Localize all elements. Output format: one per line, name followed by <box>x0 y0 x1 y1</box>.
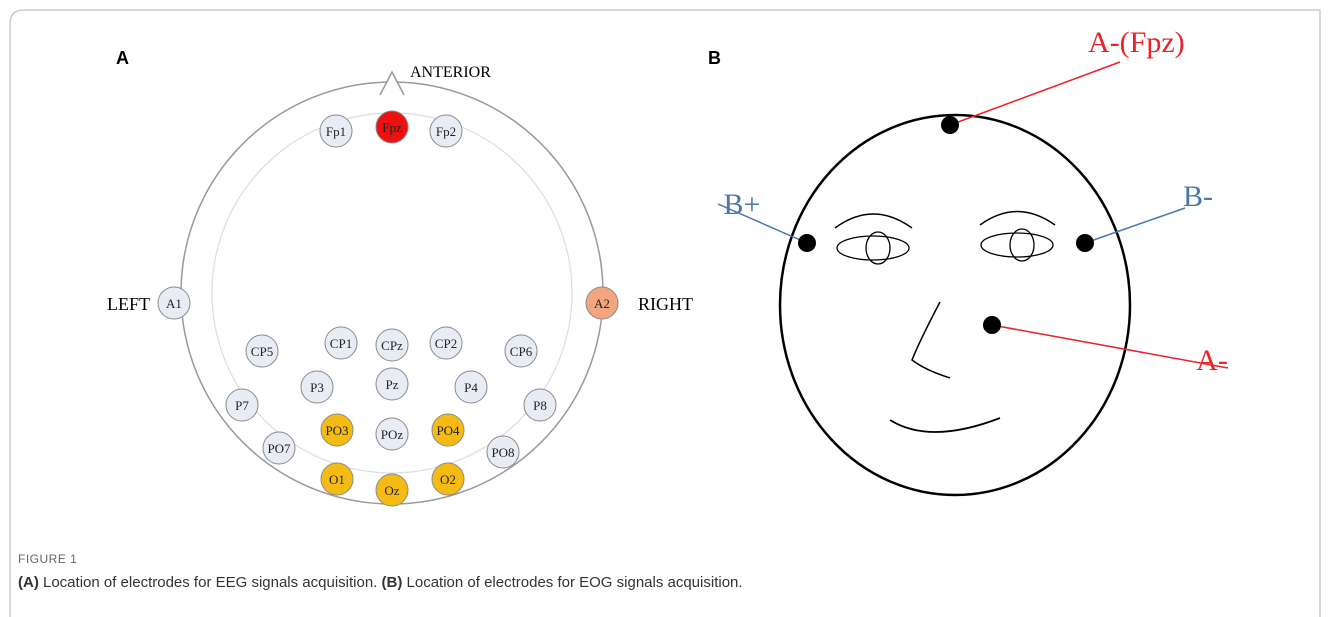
electrode <box>319 114 353 148</box>
electrode-label: PO7 <box>267 441 291 456</box>
caption: (A) Location of electrodes for EEG signa… <box>18 574 743 591</box>
electrode <box>523 388 557 422</box>
electrode <box>245 334 279 368</box>
electrode <box>798 234 816 252</box>
electrode-label: Fpz <box>382 120 402 135</box>
electrode-label: P7 <box>235 398 249 413</box>
face-outline <box>778 113 1132 497</box>
electrode <box>324 326 358 360</box>
electrode-label: CP2 <box>435 336 457 351</box>
electrode <box>262 431 296 465</box>
electrode <box>375 473 409 507</box>
electrode-label: PO4 <box>436 423 460 438</box>
electrode <box>375 328 409 362</box>
figure-label: FIGURE 1 <box>18 552 78 566</box>
pupil <box>1009 228 1035 262</box>
electrode <box>454 370 488 404</box>
electrode-label: A1 <box>166 296 182 311</box>
electrode <box>431 413 465 447</box>
lead-line <box>991 324 1229 369</box>
frame <box>9 9 1321 617</box>
panel-tag: A <box>116 48 129 68</box>
electrode-label: P4 <box>464 380 478 395</box>
mouth <box>889 417 1001 433</box>
eye <box>836 235 910 261</box>
electrode <box>320 462 354 496</box>
electrode-label: B+ <box>724 188 761 221</box>
electrode-label: CP5 <box>251 344 273 359</box>
electrode <box>431 462 465 496</box>
electrode-label: PO3 <box>325 423 348 438</box>
caption-text: Location of electrodes for EEG signals a… <box>43 574 378 591</box>
caption-tag: (A) <box>18 574 39 591</box>
electrode <box>429 326 463 360</box>
nose-marker <box>379 70 405 96</box>
electrode <box>983 316 1001 334</box>
electrode-label: A-(Fpz) <box>1088 26 1185 59</box>
caption-text: Location of electrodes for EOG signals a… <box>406 574 743 591</box>
electrode-label: A2 <box>594 296 610 311</box>
electrode <box>941 116 959 134</box>
eyebrow <box>979 210 1056 226</box>
electrode <box>585 286 619 320</box>
panel-tag: B <box>708 48 721 68</box>
electrode <box>375 367 409 401</box>
electrode-label: O1 <box>329 472 345 487</box>
electrode <box>504 334 538 368</box>
electrode-label: Fp2 <box>436 124 456 139</box>
electrode <box>225 388 259 422</box>
electrode-label: Oz <box>384 483 399 498</box>
electrode-label: Pz <box>386 377 399 392</box>
electrode <box>375 417 409 451</box>
nose <box>911 301 951 379</box>
caption-tag: (B) <box>381 574 403 591</box>
direction-label: RIGHT <box>638 294 693 314</box>
electrode-label: PO8 <box>491 445 514 460</box>
electrode-label: POz <box>381 427 404 442</box>
electrode <box>300 370 334 404</box>
electrode-label: CP1 <box>330 336 352 351</box>
electrode-label: CPz <box>381 338 403 353</box>
electrode-label: P8 <box>533 398 547 413</box>
electrode <box>375 110 409 144</box>
lead-line <box>717 203 808 244</box>
electrode <box>429 114 463 148</box>
direction-label: ANTERIOR <box>410 64 491 81</box>
head-diagram: ANTERIOR LEFT RIGHT Fp1 Fpz Fp2 A1 A2 CP5 CP1 C… <box>107 64 693 507</box>
electrode <box>1076 234 1094 252</box>
lead-line <box>1084 207 1186 244</box>
lead-line <box>949 61 1121 126</box>
electrode-label: Fp1 <box>326 124 346 139</box>
electrode-label: CP6 <box>510 344 533 359</box>
electrode-label: A- <box>1196 344 1228 377</box>
face-diagram: A-(Fpz) B+ B- A- <box>717 26 1229 497</box>
electrode-label: B- <box>1183 180 1213 213</box>
electrode <box>157 286 191 320</box>
direction-label: LEFT <box>107 294 150 314</box>
electrode <box>486 435 520 469</box>
electrode <box>320 413 354 447</box>
electrode-label: P3 <box>310 380 324 395</box>
eyebrow <box>834 213 913 229</box>
pupil <box>865 231 891 265</box>
eye <box>980 232 1054 258</box>
electrode-label: O2 <box>440 472 456 487</box>
